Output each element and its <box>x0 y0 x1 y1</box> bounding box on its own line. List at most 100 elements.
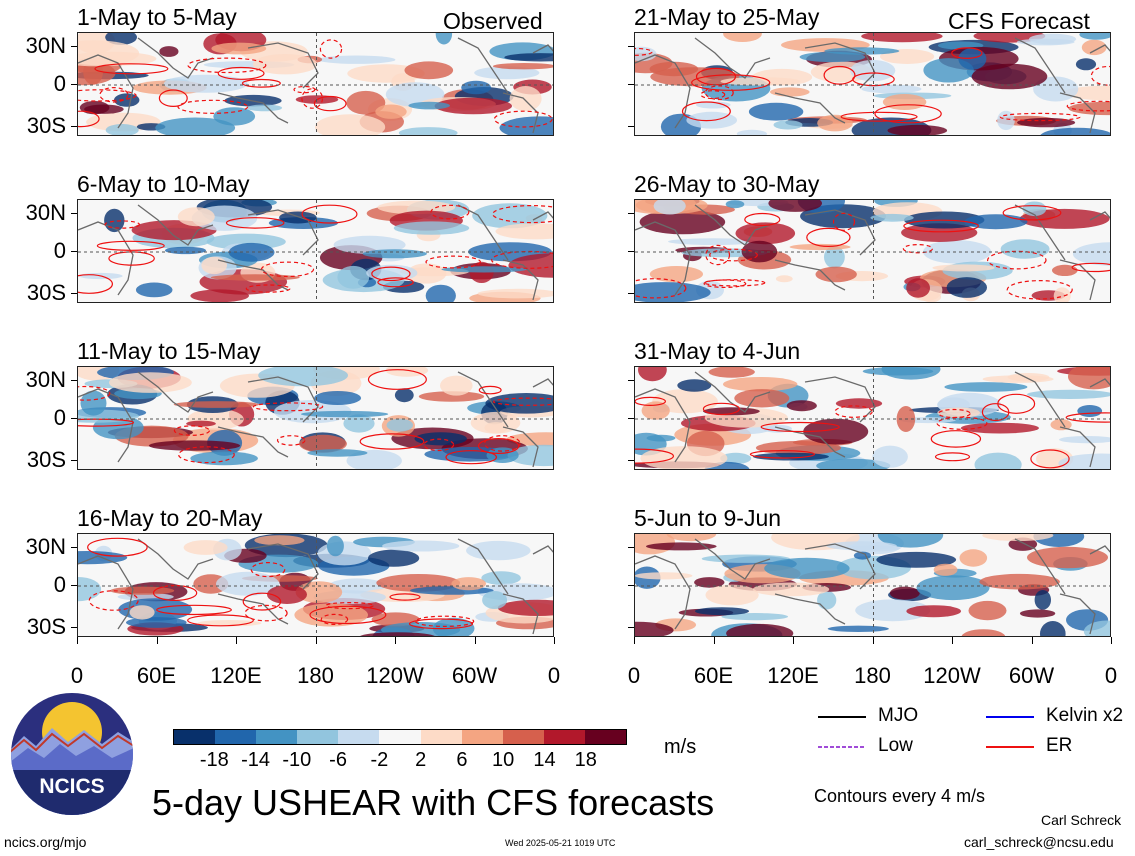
shear-anomaly-cell <box>1068 367 1110 390</box>
coastline <box>694 538 771 580</box>
er-contour <box>104 220 141 229</box>
shear-anomaly-cell <box>1058 453 1110 469</box>
shear-anomaly-cell <box>159 46 179 57</box>
er-contour <box>760 421 840 433</box>
shear-anomaly-cell <box>110 586 175 595</box>
shear-anomaly-cell <box>404 61 454 80</box>
er-contour <box>88 590 139 611</box>
shear-anomaly-cell <box>1059 436 1110 444</box>
colorbar <box>173 729 627 745</box>
chart-title: 5-day USHEAR with CFS forecasts <box>152 782 715 823</box>
shear-anomaly-cell <box>254 535 305 546</box>
x-tick <box>1111 637 1112 644</box>
coastline <box>532 545 553 555</box>
shear-anomaly-cell <box>177 207 215 227</box>
shear-anomaly-cell <box>382 540 460 552</box>
er-contour <box>87 537 148 557</box>
shear-anomaly-cell <box>861 33 943 43</box>
shear-anomaly-cell <box>495 223 553 240</box>
coastline <box>804 209 876 256</box>
x-tick-label: 120W <box>366 663 424 688</box>
shear-anomaly-cell <box>183 540 228 555</box>
shear-anomaly-cell <box>186 420 216 427</box>
x-tick-label: 120W <box>923 663 981 688</box>
shear-anomaly-cell <box>720 77 801 86</box>
coastline <box>1089 44 1110 54</box>
y-tick <box>71 45 77 47</box>
coastline <box>78 555 134 630</box>
site-url[interactable]: ncics.org/mjo <box>4 834 87 850</box>
coastline <box>247 543 319 590</box>
x-tick <box>793 637 794 644</box>
shear-anomaly-cell <box>932 264 995 272</box>
shear-anomaly-cell <box>461 80 491 95</box>
y-tick <box>628 626 634 628</box>
shear-anomaly-cell <box>1040 621 1066 636</box>
er-contour <box>695 67 737 86</box>
y-tick <box>628 459 634 461</box>
colorbar-tick-label: 6 <box>456 749 468 771</box>
shear-anomaly-cell <box>337 265 370 289</box>
shear-anomaly-cell <box>425 284 456 302</box>
shear-anomaly-cell <box>435 33 453 45</box>
shear-anomaly-cell <box>499 116 553 135</box>
shear-anomaly-cell <box>148 440 241 451</box>
er-contour <box>377 277 414 288</box>
coastline <box>137 538 214 580</box>
x-tick-label: 120E <box>210 663 262 688</box>
y-tick <box>71 125 77 127</box>
y-tick <box>628 251 634 252</box>
x-tick <box>77 637 78 644</box>
er-contour <box>94 63 169 75</box>
legend-line <box>986 716 1034 718</box>
author-email[interactable]: carl_schreck@ncsu.edu <box>964 834 1114 850</box>
shear-anomaly-cell <box>937 407 981 418</box>
shear-anomaly-cell <box>394 388 414 403</box>
shear-anomaly-cell <box>803 418 869 445</box>
shear-anomaly-cell <box>246 104 283 112</box>
y-tick <box>71 585 77 586</box>
y-tick-label: 30S <box>26 112 66 138</box>
er-contour <box>1002 205 1062 221</box>
er-contour <box>187 57 267 74</box>
y-tick-label: 0 <box>53 71 66 96</box>
er-contour <box>749 450 815 459</box>
er-contour <box>244 604 288 622</box>
er-contour <box>709 248 758 262</box>
er-contour <box>367 369 427 390</box>
shear-anomaly-cell <box>650 67 740 87</box>
author-name: Carl Schreck <box>1041 812 1122 828</box>
y-tick-label: 0 <box>53 405 66 430</box>
panel-title: 16-May to 20-May <box>77 505 263 531</box>
coastline <box>804 376 876 423</box>
er-contour <box>903 219 979 233</box>
colorbar-cell <box>379 730 421 744</box>
shear-anomaly-cell <box>726 623 794 636</box>
shear-anomaly-cell <box>507 444 553 467</box>
shear-anomaly-cell <box>78 577 102 602</box>
er-contour <box>177 99 249 114</box>
shear-anomaly-cell <box>434 97 512 115</box>
shear-anomaly-cell <box>850 59 896 82</box>
shear-anomaly-cell <box>775 275 793 283</box>
er-contour <box>108 251 155 266</box>
shear-anomaly-cell <box>960 422 1039 434</box>
panel-map <box>634 199 1111 303</box>
er-contour <box>703 279 766 287</box>
shear-anomaly-cell <box>1068 101 1110 116</box>
shear-anomaly-cell <box>299 434 347 453</box>
shear-anomaly-cell <box>279 211 317 224</box>
er-contour <box>986 250 1047 270</box>
shear-anomaly-cell <box>982 534 1054 541</box>
er-contour <box>217 66 265 80</box>
colorbar-cell <box>256 730 298 744</box>
shear-anomaly-cell <box>653 200 686 215</box>
panel-map <box>77 32 554 136</box>
shear-anomaly-cell <box>889 586 920 600</box>
shear-anomaly-cell <box>923 240 992 264</box>
er-contour <box>156 604 232 616</box>
shear-anomaly-cell <box>258 367 348 387</box>
shear-anomaly-cell <box>641 401 670 420</box>
shear-anomaly-cell <box>368 549 420 567</box>
x-tick <box>236 637 237 644</box>
